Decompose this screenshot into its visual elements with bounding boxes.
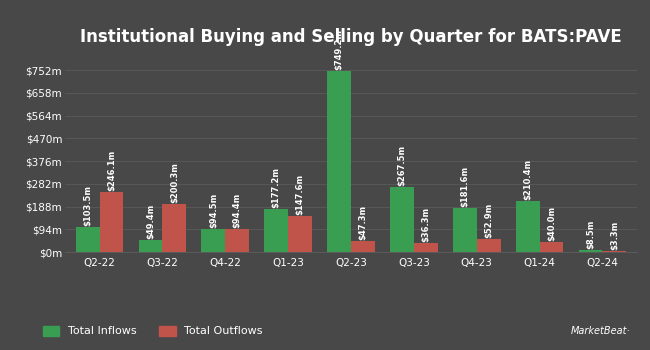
Text: $181.6m: $181.6m <box>460 166 469 207</box>
Text: MarketBeat·: MarketBeat· <box>571 326 630 336</box>
Text: $749.2m: $749.2m <box>335 29 344 70</box>
Bar <box>202 229 226 252</box>
Text: $94.5m: $94.5m <box>209 193 218 228</box>
Bar <box>288 216 312 252</box>
Bar <box>515 201 540 252</box>
Bar <box>390 187 414 252</box>
Text: $49.4m: $49.4m <box>146 204 155 239</box>
Bar <box>453 208 476 252</box>
Text: $246.1m: $246.1m <box>107 150 116 191</box>
Text: $210.4m: $210.4m <box>523 159 532 200</box>
Bar <box>99 193 124 252</box>
Bar <box>138 240 162 252</box>
Bar <box>327 71 351 252</box>
Bar <box>75 227 99 252</box>
Text: $8.5m: $8.5m <box>586 219 595 249</box>
Text: $103.5m: $103.5m <box>83 185 92 226</box>
Text: $94.4m: $94.4m <box>233 193 242 228</box>
Bar <box>603 251 627 252</box>
Text: $147.6m: $147.6m <box>296 174 305 215</box>
Text: $200.3m: $200.3m <box>170 162 179 203</box>
Text: $47.3m: $47.3m <box>358 204 367 240</box>
Bar <box>414 243 437 252</box>
Text: $40.0m: $40.0m <box>547 206 556 241</box>
Bar <box>476 239 500 252</box>
Title: Institutional Buying and Selling by Quarter for BATS:PAVE: Institutional Buying and Selling by Quar… <box>80 28 622 46</box>
Bar <box>226 229 249 252</box>
Text: $3.3m: $3.3m <box>610 221 619 250</box>
Text: $267.5m: $267.5m <box>397 145 406 186</box>
Bar <box>265 209 288 252</box>
Legend: Total Inflows, Total Outflows: Total Inflows, Total Outflows <box>38 321 267 341</box>
Text: $177.2m: $177.2m <box>272 167 281 208</box>
Bar <box>540 242 564 252</box>
Text: $36.3m: $36.3m <box>421 207 430 242</box>
Bar <box>351 240 375 252</box>
Bar <box>162 204 187 252</box>
Bar <box>578 250 603 252</box>
Text: $52.9m: $52.9m <box>484 203 493 238</box>
